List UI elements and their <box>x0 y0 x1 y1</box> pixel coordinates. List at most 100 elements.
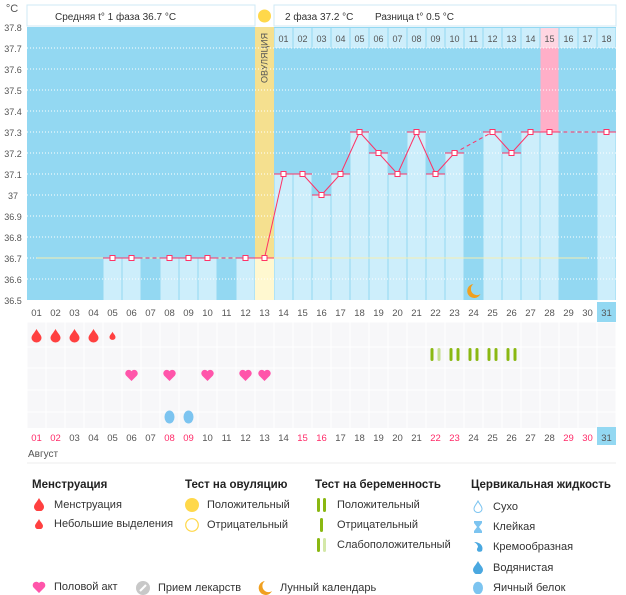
pregnancy-test-icon <box>468 348 472 361</box>
cycle-day-cell <box>369 28 388 48</box>
y-tick-label: 37.6 <box>4 65 22 75</box>
date-label: 12 <box>240 433 251 444</box>
temperature-bar <box>369 153 388 300</box>
cycle-day-cell <box>540 28 559 48</box>
legend-label: Кремообразная <box>493 541 574 553</box>
outline-drop-icon <box>471 500 485 513</box>
cycle-day-cell <box>331 28 350 48</box>
egg-white-icon <box>183 410 194 424</box>
cycle-day-cell <box>388 28 407 48</box>
date-label: 20 <box>392 308 403 319</box>
legend-cervical-sticky: Клейкая <box>471 521 535 533</box>
cycle-day-label: 17 <box>582 34 592 44</box>
date-label: 06 <box>126 433 137 444</box>
date-label: 11 <box>222 308 232 319</box>
cycle-day-label: 07 <box>392 34 402 44</box>
legend-ovulation-title: Тест на овуляцию <box>185 479 288 491</box>
legend-cervical-watery: Водянистая <box>471 561 553 574</box>
date-label: 24 <box>468 433 479 444</box>
y-tick-label: 37.3 <box>4 128 22 138</box>
markers-area <box>27 322 616 428</box>
date-label: 23 <box>449 308 460 319</box>
date-label: 30 <box>582 308 593 319</box>
date-label: 23 <box>449 433 460 444</box>
temperature-line-segment <box>378 152 398 175</box>
date-label: 10 <box>202 433 213 444</box>
y-tick-label: 36.6 <box>4 275 22 285</box>
date-label: 05 <box>107 433 118 444</box>
date-label: 17 <box>335 433 346 444</box>
temperature-point <box>508 150 515 156</box>
cycle-day-label: 18 <box>601 34 611 44</box>
legend-intercourse: Половой акт <box>32 581 118 593</box>
legend-cervical-creamy: Кремообразная <box>471 541 573 553</box>
date-label: 01 <box>31 433 42 444</box>
date-label: 15 <box>297 308 308 319</box>
date-label: 29 <box>563 308 574 319</box>
y-tick-label: 36.5 <box>4 296 22 306</box>
cycle-day-label: 05 <box>354 34 364 44</box>
legend-pregnancy-weak: Слабоположительный <box>315 538 451 552</box>
y-tick-label: 37.4 <box>4 107 22 117</box>
spotting-drop-icon <box>109 331 116 340</box>
cycle-day-cell <box>464 28 483 48</box>
cycle-day-cell <box>445 28 464 48</box>
date-label: 03 <box>69 433 80 444</box>
temperature-point <box>242 255 249 261</box>
date-label: 26 <box>506 433 517 444</box>
pregnancy-test-icon <box>506 348 510 361</box>
temperature-line-segment <box>302 173 322 196</box>
date-label: 28 <box>544 308 555 319</box>
date-label: 30 <box>582 433 593 444</box>
moon-icon <box>467 284 481 298</box>
one-line-icon <box>315 518 329 532</box>
date-label: 29 <box>563 433 574 444</box>
heart-icon <box>239 369 252 381</box>
cycle-day-label: 03 <box>316 34 326 44</box>
temperature-point <box>299 171 306 177</box>
date-label: 19 <box>373 433 384 444</box>
legend-cervical-eggwhite: Яичный белок <box>471 581 565 594</box>
date-label: 17 <box>335 308 346 319</box>
y-tick-label: 37 <box>8 191 18 201</box>
cycle-day-cell <box>407 28 426 48</box>
legend-label: Яичный белок <box>493 581 566 594</box>
today-cell <box>597 302 616 322</box>
date-label: 27 <box>525 433 536 444</box>
cycle-day-label: 12 <box>487 34 497 44</box>
temperature-line-segment <box>340 131 360 175</box>
cycle-day-cell <box>502 28 521 48</box>
legend-label: Половой акт <box>54 581 118 593</box>
temperature-bar <box>445 153 464 300</box>
temperature-bar <box>331 174 350 300</box>
pregnancy-test-icon <box>487 348 491 361</box>
date-label: 31 <box>601 433 612 444</box>
cycle-day-label: 15 <box>544 34 554 44</box>
pregnancy-test-icon <box>449 348 453 361</box>
heart-icon <box>201 369 214 381</box>
date-label: 02 <box>50 433 61 444</box>
legend-cervical-dry: Сухо <box>471 500 518 513</box>
temperature-point <box>128 255 135 261</box>
date-label: 09 <box>183 433 194 444</box>
y-tick-label: 36.7 <box>4 254 22 264</box>
small-drop-icon <box>32 519 46 529</box>
date-label: 25 <box>487 308 498 319</box>
creamy-icon <box>471 541 485 553</box>
legend-label: Водянистая <box>493 561 554 574</box>
date-label: 10 <box>202 308 213 319</box>
cycle-day-label: 09 <box>430 34 440 44</box>
temperature-point <box>432 171 439 177</box>
date-label: 14 <box>278 433 289 444</box>
date-label: 21 <box>411 433 422 444</box>
y-tick-label: 37.2 <box>4 149 22 159</box>
date-label: 18 <box>354 433 365 444</box>
menstruation-drop-icon <box>88 329 99 343</box>
temperature-point <box>546 129 553 135</box>
pregnancy-test-icon <box>494 348 498 361</box>
empty-circle-icon <box>185 518 199 532</box>
legend-ovulation-negative: Отрицательный <box>185 518 288 532</box>
temperature-line-segment <box>264 173 284 259</box>
date-label: 13 <box>259 433 270 444</box>
